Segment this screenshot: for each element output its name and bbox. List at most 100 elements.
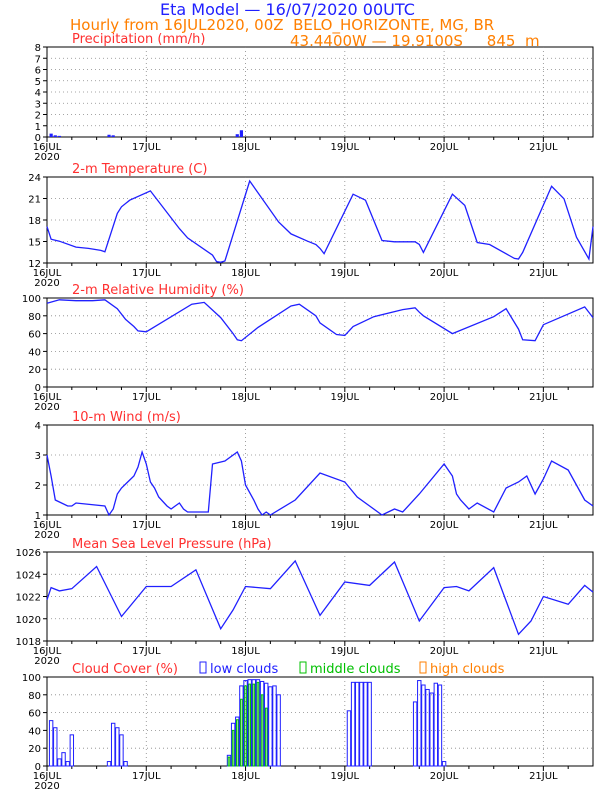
legend-swatch (299, 661, 307, 674)
panel-title: 2-m Relative Humidity (%) (72, 283, 244, 298)
y-tick-label: 40 (28, 347, 41, 358)
x-tick-label: 16JUL (33, 392, 62, 403)
cloud-bar (367, 681, 372, 767)
x-tick-label: 19JUL (331, 520, 360, 531)
cloud-bar (264, 707, 268, 767)
cloud-bar (110, 722, 116, 767)
cloud-bar (240, 698, 243, 767)
x-tick-label: 19JUL (331, 142, 360, 153)
panel-frame (46, 676, 594, 767)
x-year-label: 2020 (34, 402, 59, 413)
x-tick-label: 17JUL (132, 392, 161, 403)
x-tick-label: 17JUL (132, 142, 161, 153)
cloud-bar (69, 734, 75, 767)
x-tick-label: 20JUL (430, 646, 459, 657)
panel-frame (46, 297, 594, 388)
y-tick-label: 60 (28, 330, 41, 341)
precip-bar (235, 134, 239, 137)
cloud-bar (260, 694, 264, 767)
y-tick-label: 100 (22, 294, 41, 305)
location-info: 43.4400W — 19.9100S 845 m (290, 32, 540, 50)
y-tick-label: 2 (35, 111, 41, 122)
cloud-bar (268, 686, 273, 767)
cloud-bar (244, 685, 247, 767)
cloud-bar (65, 761, 70, 767)
y-tick-label: 4 (35, 421, 41, 432)
x-tick-label: 18JUL (231, 142, 260, 153)
x-tick-label: 21JUL (529, 268, 558, 279)
cloud-bar (231, 729, 235, 767)
cloud-bar (359, 681, 364, 767)
cloud-bar (417, 680, 422, 767)
cloud-bar (57, 758, 62, 767)
x-year-label: 2020 (34, 781, 59, 792)
x-tick-label: 20JUL (430, 520, 459, 531)
x-tick-label: 16JUL (33, 268, 62, 279)
cloud-bar (272, 685, 277, 767)
x-tick-label: 16JUL (33, 520, 62, 531)
chart-title: Eta Model — 16/07/2020 00UTC (160, 0, 415, 19)
x-tick-label: 19JUL (331, 646, 360, 657)
precip-bar (57, 135, 62, 137)
x-tick-label: 21JUL (529, 392, 558, 403)
panel-title: Mean Sea Level Pressure (hPa) (72, 537, 272, 552)
cloud-bar (235, 719, 239, 767)
cloud-bar (421, 684, 426, 767)
cloud-bar (227, 756, 231, 767)
y-tick-label: 20 (28, 365, 41, 376)
x-year-label: 2020 (34, 152, 59, 163)
y-tick-label: 20 (28, 744, 41, 755)
y-tick-label: 100 (22, 673, 41, 684)
cloud-bar (429, 692, 434, 767)
cloud-bar (363, 681, 368, 767)
panel-title: 2-m Temperature (C) (72, 162, 207, 177)
y-tick-label: 21 (28, 195, 41, 206)
cloud-bar (256, 681, 260, 767)
legend-label: low clouds (210, 662, 279, 677)
x-tick-label: 18JUL (231, 520, 260, 531)
cloud-bar (412, 701, 418, 767)
series-line (46, 179, 594, 263)
y-tick-label: 2 (35, 481, 41, 492)
y-tick-label: 5 (35, 77, 41, 88)
y-tick-label: 1024 (16, 570, 41, 581)
y-tick-label: 0 (35, 383, 41, 394)
series-line (46, 299, 594, 342)
x-tick-label: 17JUL (132, 771, 161, 782)
panel-title: 10-m Wind (m/s) (72, 410, 181, 425)
series-line (46, 559, 594, 636)
legend-swatch (199, 661, 207, 674)
y-tick-label: 1018 (16, 637, 41, 648)
x-tick-label: 18JUL (231, 268, 260, 279)
x-tick-label: 19JUL (331, 268, 360, 279)
x-tick-label: 18JUL (231, 392, 260, 403)
chart-subtitle: Hourly from 16JUL2020, 00Z BELO_HORIZONT… (70, 16, 495, 34)
y-tick-label: 60 (28, 709, 41, 720)
series-line (46, 449, 594, 517)
cloud-bar (441, 761, 447, 767)
x-year-label: 2020 (34, 278, 59, 289)
y-tick-label: 0 (35, 762, 41, 773)
x-tick-label: 17JUL (132, 268, 161, 279)
cloud-bar (115, 727, 120, 767)
cloud-bar (433, 682, 439, 767)
legend-label: high clouds (430, 662, 505, 677)
cloud-bar (123, 761, 128, 767)
x-tick-label: 20JUL (430, 142, 459, 153)
cloud-bar (276, 694, 281, 767)
precip-bar (49, 133, 53, 137)
y-tick-label: 1020 (16, 615, 41, 626)
cloud-bar (350, 681, 356, 767)
precip-bar (53, 135, 57, 137)
x-tick-label: 19JUL (331, 392, 360, 403)
x-tick-label: 16JUL (33, 142, 62, 153)
cloud-bar (346, 710, 352, 767)
y-tick-label: 80 (28, 691, 41, 702)
y-tick-label: 80 (28, 312, 41, 323)
x-tick-label: 21JUL (529, 646, 558, 657)
x-tick-label: 20JUL (430, 392, 459, 403)
y-tick-label: 4 (35, 88, 41, 99)
y-tick-label: 15 (28, 238, 41, 249)
y-tick-label: 18 (28, 216, 41, 227)
